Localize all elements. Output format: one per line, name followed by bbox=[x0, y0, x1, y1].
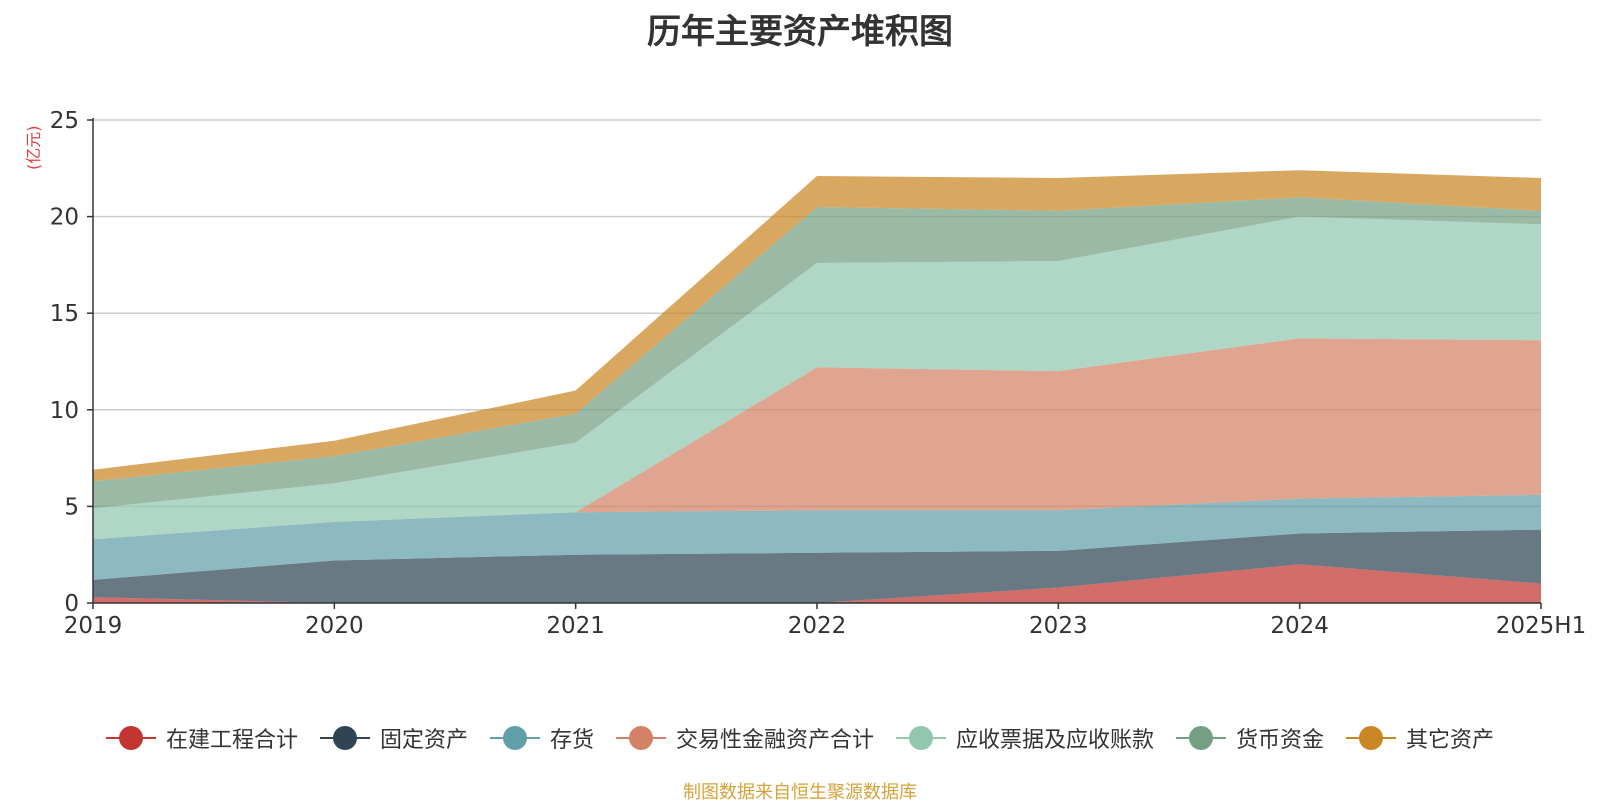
y-tick-label: 10 bbox=[50, 398, 79, 424]
legend-label: 应收票据及应收账款 bbox=[956, 728, 1155, 753]
y-tick-label: 20 bbox=[50, 205, 79, 231]
legend: 在建工程合计 固定资产 存货 交易性金融资产合计 应收票据及应收账款 货币资金 其它资产 bbox=[0, 720, 1600, 756]
legend-item[interactable]: 在建工程合计 bbox=[105, 722, 298, 754]
x-tick-label: 2025H1 bbox=[1496, 613, 1586, 639]
y-tick-label: 15 bbox=[50, 301, 79, 327]
legend-dot bbox=[1359, 726, 1384, 750]
legend-marker-icon bbox=[489, 726, 540, 750]
legend-dot bbox=[118, 726, 143, 750]
legend-label: 交易性金融资产合计 bbox=[675, 728, 874, 753]
legend-marker-icon bbox=[105, 726, 156, 750]
y-tick-label: 0 bbox=[64, 591, 79, 617]
area-固定资产 bbox=[93, 529, 1541, 603]
area-其它资产 bbox=[93, 170, 1541, 482]
legend-marker-icon bbox=[319, 726, 370, 750]
legend-marker-icon bbox=[896, 726, 946, 750]
legend-item[interactable]: 应收票据及应收账款 bbox=[896, 722, 1154, 754]
legend-label: 存货 bbox=[549, 728, 594, 753]
chart-title: 历年主要资产堆积图 bbox=[647, 12, 953, 52]
legend-marker-icon bbox=[615, 726, 666, 750]
legend-marker-icon bbox=[1346, 726, 1397, 750]
x-tick-label: 2020 bbox=[305, 613, 364, 639]
legend-dot bbox=[502, 726, 527, 750]
area-存货 bbox=[93, 494, 1541, 580]
x-tick-label: 2024 bbox=[1270, 613, 1329, 639]
legend-dot bbox=[1189, 726, 1214, 750]
area-货币资金 bbox=[93, 197, 1541, 509]
x-tick-label: 2019 bbox=[64, 613, 123, 639]
legend-label: 在建工程合计 bbox=[165, 728, 298, 753]
area-应收票据及应收账款 bbox=[93, 216, 1541, 540]
x-tick-label: 2022 bbox=[788, 613, 847, 639]
legend-label: 货币资金 bbox=[1236, 728, 1325, 753]
legend-label: 其它资产 bbox=[1406, 728, 1495, 753]
legend-dot bbox=[909, 726, 933, 750]
data-source-footer: 制图数据来自恒生聚源数据库 bbox=[683, 782, 917, 803]
legend-label: 固定资产 bbox=[379, 728, 468, 753]
legend-item[interactable]: 其它资产 bbox=[1346, 722, 1494, 754]
legend-item[interactable]: 交易性金融资产合计 bbox=[615, 722, 874, 754]
area-在建工程合计 bbox=[93, 564, 1541, 603]
legend-dot bbox=[332, 726, 357, 750]
stacked-area-chart: 0 5 10 15 20 25 2019 2020 2021 2022 2023 2024 2025H1 bbox=[50, 108, 1587, 639]
x-tick-label: 2021 bbox=[546, 613, 605, 639]
y-tick-label: 5 bbox=[64, 494, 79, 520]
legend-item[interactable]: 固定资产 bbox=[319, 722, 468, 754]
area-交易性金融资产合计 bbox=[93, 338, 1541, 540]
x-tick-label: 2023 bbox=[1029, 613, 1088, 639]
legend-item[interactable]: 存货 bbox=[489, 722, 594, 754]
y-tick-label: 25 bbox=[50, 108, 79, 134]
legend-dot bbox=[628, 726, 653, 750]
legend-item[interactable]: 货币资金 bbox=[1176, 722, 1324, 754]
legend-marker-icon bbox=[1176, 726, 1227, 750]
